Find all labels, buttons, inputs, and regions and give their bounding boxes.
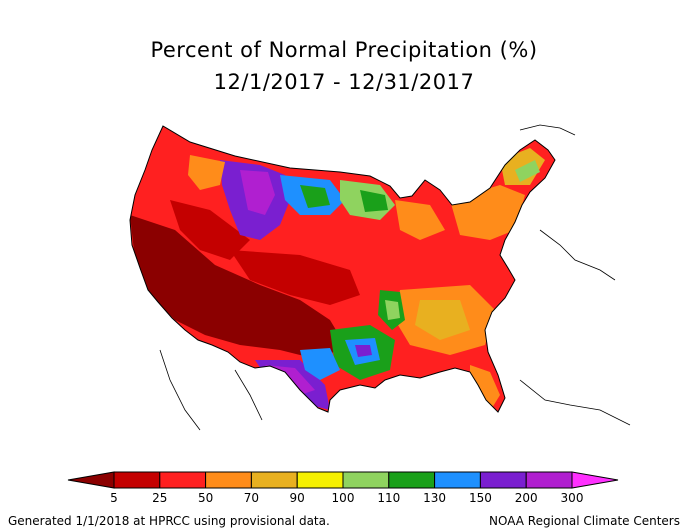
date-range: 12/1/2017 - 12/31/2017: [213, 70, 475, 94]
legend-arrow-low: [67, 471, 115, 489]
legend-swatch: [296, 471, 344, 489]
legend-swatch: [113, 471, 161, 489]
legend-tick-label: 50: [198, 491, 213, 505]
legend-swatch: [479, 471, 527, 489]
title-block: Percent of Normal Precipitation (%) 12/1…: [0, 34, 688, 98]
canada-border: [519, 124, 576, 136]
legend-tick-label: 100: [332, 491, 355, 505]
mexico-border: [234, 369, 263, 421]
canada-coastline: [539, 229, 616, 281]
legend: 5 25 50 70 90 100 110 130 150 200 300: [67, 471, 619, 505]
caribbean-islands: [519, 379, 631, 426]
legend-tick-label: 70: [244, 491, 259, 505]
legend-swatch: [342, 471, 390, 489]
legend-tick-label: 300: [561, 491, 584, 505]
us-outline: [129, 125, 556, 413]
legend-swatch: [434, 471, 481, 489]
legend-arrow-high: [571, 471, 619, 489]
map-title: Percent of Normal Precipitation (%): [150, 38, 538, 62]
legend-tick-label: 200: [515, 491, 538, 505]
precipitation-fill: [130, 126, 555, 412]
legend-swatch: [159, 471, 207, 489]
legend-tick-label: 90: [290, 491, 305, 505]
legend-tick-label: 130: [423, 491, 446, 505]
legend-tick-label: 110: [377, 491, 400, 505]
legend-swatch: [205, 471, 252, 489]
legend-tick-label: 25: [152, 491, 167, 505]
legend-tick-label: 5: [110, 491, 118, 505]
footer-source: Generated 1/1/2018 at HPRCC using provis…: [8, 514, 330, 528]
legend-swatch: [388, 471, 436, 489]
legend-tick-label: 150: [469, 491, 492, 505]
legend-swatch: [250, 471, 298, 489]
legend-swatch: [525, 471, 573, 489]
footer-credit: NOAA Regional Climate Centers: [489, 514, 680, 528]
baja-coastline: [159, 349, 201, 431]
